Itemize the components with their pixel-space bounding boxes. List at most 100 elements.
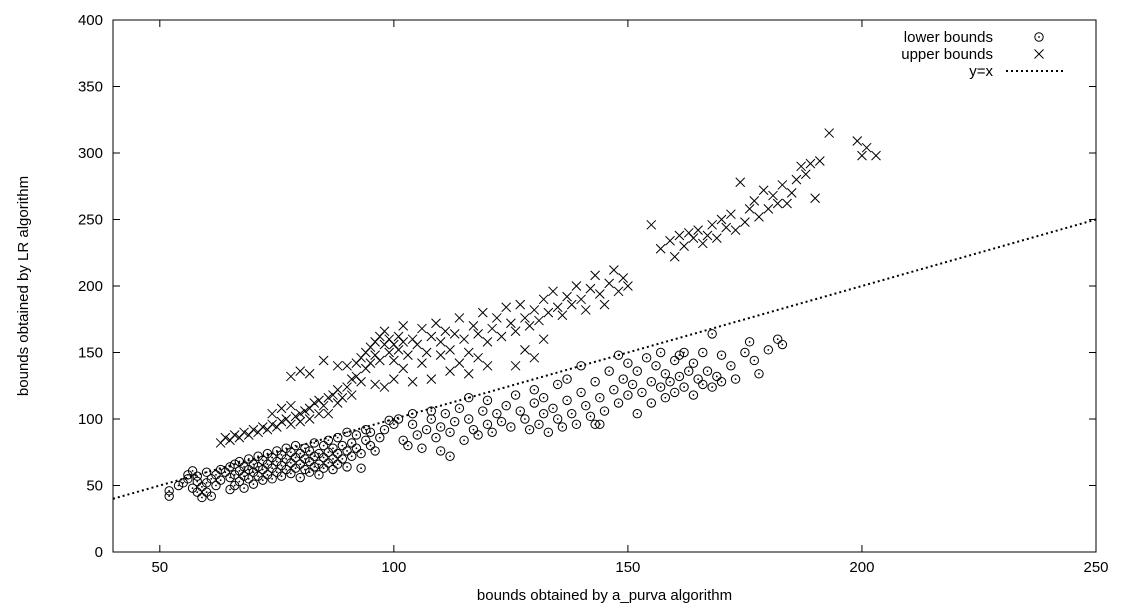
point-dot — [477, 434, 480, 436]
point-dot — [201, 496, 203, 499]
point-ring — [211, 480, 221, 491]
point-dot — [570, 412, 573, 415]
cross-stroke — [417, 358, 427, 368]
point-ring — [197, 492, 207, 503]
point-ring — [309, 451, 319, 461]
upper-bound-point — [740, 217, 750, 228]
cross-stroke — [711, 233, 722, 243]
upper-bound-point — [824, 128, 835, 138]
lower-bound-point — [641, 353, 652, 363]
point-ring — [258, 464, 268, 475]
cross-stroke — [683, 227, 694, 238]
lower-bound-point — [763, 345, 774, 355]
upper-bound-point — [248, 424, 259, 435]
cross-stroke — [314, 408, 324, 419]
cross-stroke — [805, 158, 816, 169]
point-dot — [191, 487, 194, 490]
cross-stroke — [257, 422, 268, 432]
point-ring — [473, 430, 483, 440]
point-dot — [533, 402, 536, 404]
point-dot — [346, 450, 348, 452]
point-dot — [608, 370, 611, 373]
upper-bound-point — [220, 432, 231, 443]
lower-bound-point — [464, 414, 474, 424]
point-ring — [655, 347, 666, 358]
point-ring — [435, 422, 446, 432]
point-ring — [492, 408, 502, 419]
point-dot — [383, 428, 386, 431]
upper-bound-point — [730, 225, 741, 235]
upper-bound-point — [716, 214, 727, 225]
cross-stroke — [473, 352, 483, 363]
point-ring — [529, 398, 539, 408]
upper-bound-point — [562, 291, 572, 302]
point-ring — [534, 419, 544, 430]
point-dot — [332, 468, 334, 471]
cross-stroke — [220, 432, 231, 443]
upper-bound-point — [711, 233, 722, 243]
point-ring — [403, 440, 413, 451]
point-dot — [243, 475, 245, 478]
point-ring — [220, 467, 231, 477]
point-dot — [683, 386, 685, 388]
point-dot — [659, 351, 662, 354]
upper-bound-point — [515, 299, 526, 310]
lower-bound-point — [684, 366, 694, 376]
point-ring — [613, 398, 624, 408]
upper-bound-point — [585, 283, 596, 294]
point-dot — [275, 460, 278, 463]
point-ring — [707, 382, 717, 392]
point-ring — [239, 483, 249, 493]
point-dot — [678, 354, 681, 357]
point-dot — [612, 388, 615, 391]
lower-bound-point — [248, 479, 259, 489]
point-dot — [580, 391, 582, 394]
lower-bound-point — [192, 476, 202, 487]
point-dot — [313, 442, 316, 444]
point-ring — [389, 419, 399, 430]
point-ring — [445, 427, 455, 437]
cross-stroke — [744, 204, 755, 214]
point-ring — [655, 382, 666, 392]
cross-stroke — [538, 294, 549, 305]
point-dot — [271, 477, 274, 480]
y-tick-label: 300 — [78, 145, 103, 162]
reference-line-yx — [112, 218, 1097, 500]
lower-bound-point — [323, 435, 334, 445]
point-ring — [623, 358, 633, 368]
cross-stroke — [1034, 49, 1044, 59]
point-ring — [332, 459, 343, 469]
upper-bound-point — [276, 416, 287, 427]
lower-bound-point — [613, 398, 624, 408]
cross-stroke — [557, 310, 568, 321]
point-dot — [650, 380, 653, 383]
cross-stroke — [435, 350, 446, 361]
legend-item: lower bounds — [904, 29, 1044, 46]
cross-stroke — [398, 363, 409, 374]
point-ring — [426, 406, 437, 416]
point-dot — [495, 412, 498, 415]
point-dot — [575, 423, 578, 426]
lower-bound-point — [459, 435, 469, 445]
lower-bound-point — [688, 358, 699, 368]
point-dot — [542, 412, 545, 415]
series-upper-bounds — [215, 128, 881, 448]
cross-stroke — [295, 408, 306, 419]
point-ring — [295, 459, 305, 469]
cross-stroke — [506, 318, 516, 329]
point-ring — [450, 416, 460, 427]
upper-bound-point — [580, 305, 591, 315]
point-dot — [360, 452, 362, 455]
point-dot — [425, 428, 428, 431]
point-ring — [328, 464, 338, 475]
point-ring — [529, 385, 539, 395]
point-ring — [365, 440, 376, 451]
cross-stroke — [370, 350, 380, 361]
upper-bound-point — [529, 352, 540, 363]
lower-bound-point — [206, 491, 217, 501]
point-ring — [576, 361, 586, 371]
point-dot — [481, 410, 484, 412]
point-ring — [239, 462, 249, 472]
lower-bound-point — [173, 480, 184, 491]
cross-stroke — [754, 211, 764, 222]
